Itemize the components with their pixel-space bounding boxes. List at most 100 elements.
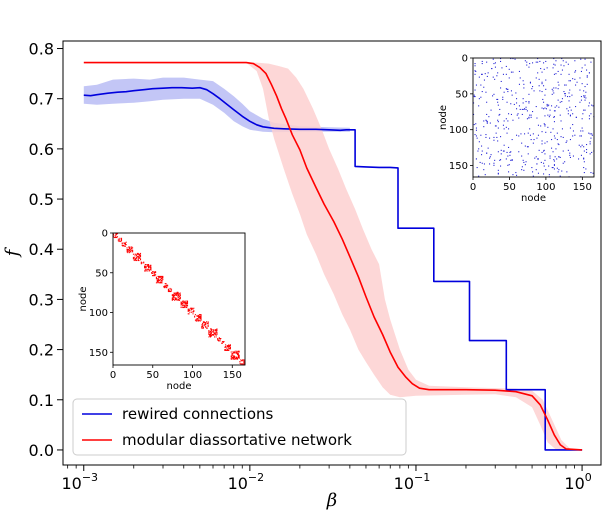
block-0-cell [115, 237, 117, 239]
y-tick-label-6: 0.6 [29, 140, 54, 159]
matrix-cell [561, 58, 563, 60]
block-7-cell [153, 272, 155, 274]
block-17-cell [218, 338, 220, 340]
matrix-cell [493, 63, 495, 65]
block-15-cell [202, 322, 204, 324]
block-16-cell [210, 329, 212, 331]
block-19-cell [228, 345, 230, 347]
block-14-cell [195, 320, 197, 322]
block-12-cell [180, 307, 182, 309]
matrix-cell [572, 135, 574, 137]
matrix-cell [551, 139, 553, 141]
block-12-cell [180, 302, 182, 304]
block-7-cell [151, 272, 153, 274]
block-11-cell [171, 299, 173, 301]
matrix-cell [481, 145, 483, 147]
block-3-cell [129, 250, 131, 252]
matrix-cell [543, 85, 545, 87]
block-11-cell [177, 293, 179, 295]
block-20-cell [234, 350, 236, 352]
matrix-cell [568, 80, 570, 82]
block-11-cell [176, 293, 178, 295]
block-11-cell [175, 292, 177, 294]
matrix-cell [586, 83, 588, 85]
block-8-cell [157, 281, 159, 283]
legend-label-1: modular diassortative network [122, 431, 352, 449]
block-13-cell [189, 308, 191, 310]
block-6-cell [149, 267, 151, 269]
block-5-cell [140, 263, 142, 265]
block-7-cell [152, 271, 154, 273]
matrix-cell [586, 76, 588, 78]
block-11-cell [171, 298, 173, 300]
block-3-cell [132, 250, 134, 252]
matrix-cell [543, 165, 545, 167]
block-8-cell [160, 275, 162, 277]
block-14-cell [197, 315, 199, 317]
matrix-cell [512, 119, 514, 121]
matrix-cell [497, 151, 499, 153]
matrix-cell [543, 149, 545, 151]
block-12-cell [183, 304, 185, 306]
matrix-cell [527, 132, 529, 134]
matrix-cell [505, 158, 507, 160]
matrix-cell [510, 71, 512, 73]
block-3-cell [128, 246, 130, 248]
line-series-0 [83, 86, 583, 451]
block-14-cell [199, 317, 201, 319]
matrix-cell [580, 58, 582, 60]
block-16-cell [211, 330, 213, 332]
matrix-cell [486, 75, 488, 77]
block-20-cell [231, 354, 233, 356]
block-20-cell [235, 356, 237, 358]
block-11-cell [178, 292, 180, 294]
matrix-cell [591, 134, 593, 136]
block-6-cell [148, 266, 150, 268]
matrix-cell [591, 133, 593, 135]
block-15-cell [205, 324, 207, 326]
block-16-cell [215, 334, 217, 336]
matrix-cell [563, 91, 565, 93]
matrix-cell [585, 97, 587, 99]
block-6-cell [150, 269, 152, 271]
y-axis-ticks: 0.0 0.1 0.2 0.3 0.4 0.5 0.6 0.7 0.8 [29, 40, 63, 460]
matrix-cell [532, 111, 534, 113]
block-12-cell [187, 305, 189, 307]
block-11-cell [176, 292, 178, 294]
matrix-cell [584, 109, 586, 111]
block-4-cell [138, 256, 140, 258]
block-15-cell [207, 321, 209, 323]
block-4-cell [137, 258, 139, 260]
block-16-cell [210, 332, 212, 334]
block-16-cell [209, 331, 211, 333]
block-4-cell [136, 256, 138, 258]
block-8-cell [160, 279, 162, 281]
inset-x-tick-label-0: 0 [470, 182, 476, 193]
block-4-cell [139, 256, 141, 258]
block-13-cell [190, 311, 192, 313]
matrix-cell [583, 167, 585, 169]
matrix-cell [584, 64, 586, 66]
matrix-cell [569, 156, 571, 158]
matrix-cell [543, 68, 545, 70]
matrix-cell [557, 143, 559, 145]
y-tick-label-7: 0.7 [29, 90, 54, 109]
block-16-cell [215, 329, 217, 331]
matrix-cell [500, 153, 502, 155]
block-16-cell [208, 332, 210, 334]
matrix-cell [551, 167, 553, 169]
matrix-cell [557, 81, 559, 83]
block-13-cell [187, 310, 189, 312]
block-0-cell [113, 236, 115, 238]
block-21-cell [241, 363, 243, 365]
matrix-cell [473, 102, 475, 104]
matrix-cell [529, 114, 531, 116]
block-12-cell [187, 304, 189, 306]
block-15-cell [205, 323, 207, 325]
block-15-cell [206, 327, 208, 329]
matrix-cell [527, 153, 529, 155]
matrix-cell [584, 99, 586, 101]
matrix-cell [588, 72, 590, 74]
matrix-cell [562, 136, 564, 138]
